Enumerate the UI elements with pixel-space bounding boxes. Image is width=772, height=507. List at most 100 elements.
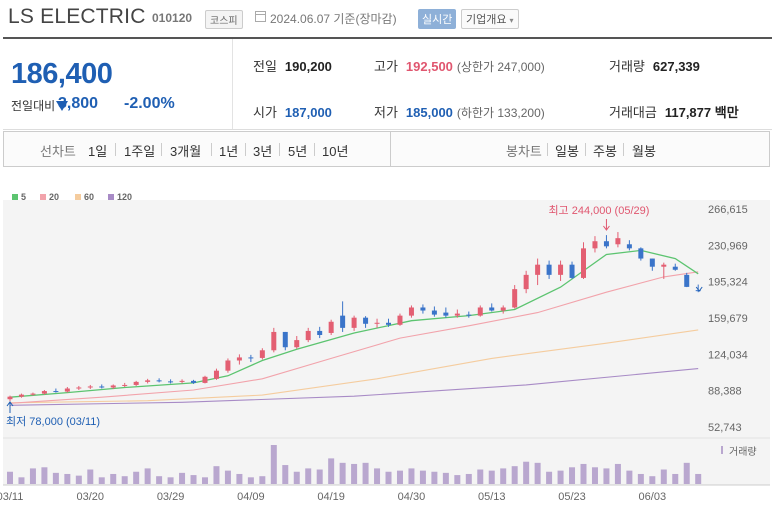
quote-panel: 186,400 전일대비 3,800 -2.00% 전일 190,200 고가 19… xyxy=(3,37,772,130)
candle xyxy=(443,312,449,316)
volume-bar xyxy=(247,477,254,484)
company-name: LS ELECTRIC xyxy=(8,5,146,28)
interval-weekly[interactable]: 주봉 xyxy=(593,144,617,159)
legend-swatch xyxy=(12,194,18,200)
turnover-value: 117,877 백만 xyxy=(664,105,739,120)
candle xyxy=(489,307,495,311)
legend-label: 60 xyxy=(84,192,95,202)
company-overview-button[interactable]: 기업개요 ▾ xyxy=(461,9,519,29)
candle xyxy=(351,317,357,328)
volume-bar xyxy=(419,470,426,484)
y-tick-label: 195,324 xyxy=(708,277,748,289)
interval-monthly[interactable]: 월봉 xyxy=(632,144,656,159)
volume-bar xyxy=(546,471,553,484)
period-3m[interactable]: 3개월 xyxy=(170,144,202,159)
candle xyxy=(500,307,506,311)
candle xyxy=(30,393,36,395)
ma60-line xyxy=(9,329,699,404)
low-label: 저가 xyxy=(374,105,398,120)
period-3y[interactable]: 3년 xyxy=(253,144,273,159)
period-1w[interactable]: 1주일 xyxy=(124,144,156,159)
turnover-stat: 거래대금 117,877 백만 xyxy=(609,102,739,121)
candle xyxy=(53,391,59,393)
candle xyxy=(191,380,197,383)
chart-toolbar: 선차트 1일 1주일 3개월 1년 3년 5년 10년 봉차트 일봉 주봉 월봉 xyxy=(3,131,770,167)
y-tick-label: 159,679 xyxy=(708,313,748,325)
volume-bar xyxy=(511,466,518,484)
legend-label: 120 xyxy=(117,192,133,202)
header-bar: LS ELECTRIC 010120 코스피 2024.06.07 기준(장마감… xyxy=(0,0,772,36)
candle xyxy=(64,388,70,392)
volume-value: 627,339 xyxy=(652,59,700,74)
volume-bar xyxy=(660,469,667,484)
candle xyxy=(512,289,518,308)
volume-bar xyxy=(259,476,266,484)
candle xyxy=(649,258,655,267)
volume-bar xyxy=(201,477,208,484)
divider xyxy=(115,143,116,156)
divider xyxy=(232,39,233,129)
candle xyxy=(363,317,369,324)
down-triangle-icon xyxy=(56,101,69,111)
volume-bar xyxy=(591,467,598,484)
divider xyxy=(547,143,548,156)
period-1d[interactable]: 1일 xyxy=(88,144,108,159)
divider xyxy=(161,143,162,156)
divider xyxy=(245,143,246,156)
volume-bar xyxy=(488,470,495,484)
candle xyxy=(122,384,128,386)
open-value: 187,000 xyxy=(284,105,332,120)
volume-bar xyxy=(683,462,690,484)
volume-bar xyxy=(557,470,564,484)
candle-chart-tab[interactable]: 봉차트 xyxy=(506,144,542,159)
candle xyxy=(661,264,667,267)
plot-background xyxy=(3,200,770,438)
x-tick-label: 05/23 xyxy=(558,491,586,503)
volume-bar xyxy=(293,471,300,484)
volume-bar xyxy=(465,473,472,484)
candle xyxy=(592,241,598,249)
candle xyxy=(282,331,288,348)
ma20-line xyxy=(9,271,699,404)
realtime-button[interactable]: 실시간 xyxy=(418,9,457,29)
candle xyxy=(386,322,392,325)
period-10y[interactable]: 10년 xyxy=(322,144,349,159)
volume-bar xyxy=(224,470,231,484)
volume-axis-mark xyxy=(721,446,723,454)
stock-code: 010120 xyxy=(152,11,193,25)
candle xyxy=(271,331,277,351)
candle xyxy=(213,370,219,379)
low-value: 185,000 xyxy=(405,105,453,120)
x-tick-label: 03/29 xyxy=(157,491,185,503)
candle xyxy=(99,386,105,388)
volume-bar xyxy=(110,473,117,484)
volume-bar xyxy=(477,469,484,484)
volume-bar xyxy=(190,475,197,484)
candle xyxy=(420,307,426,311)
last-price-arrow xyxy=(695,286,703,292)
legend-swatch xyxy=(40,194,46,200)
candle xyxy=(546,264,552,275)
volume-bar xyxy=(672,473,679,484)
x-tick-label: 06/03 xyxy=(639,491,667,503)
prev-close-label: 전일 xyxy=(253,59,277,74)
volume-bar xyxy=(523,461,530,484)
volume-bar xyxy=(569,467,576,484)
x-tick-label: 03/11 xyxy=(0,491,23,503)
lower-limit: (하한가 133,200) xyxy=(456,106,545,120)
period-1y[interactable]: 1년 xyxy=(219,144,239,159)
volume-bar xyxy=(75,475,82,484)
line-chart-tab[interactable]: 선차트 xyxy=(40,144,76,159)
interval-daily[interactable]: 일봉 xyxy=(555,144,579,159)
volume-bar xyxy=(695,473,702,484)
max-annotation: 최고 244,000 (05/29) xyxy=(548,204,649,217)
candle xyxy=(76,387,82,389)
candle xyxy=(466,314,472,316)
divider xyxy=(314,143,315,156)
high-label: 고가 xyxy=(374,59,398,74)
x-tick-label: 05/13 xyxy=(478,491,506,503)
volume-bar xyxy=(328,458,335,484)
period-5y[interactable]: 5년 xyxy=(288,144,308,159)
candle xyxy=(408,307,414,316)
high-price: 고가 192,500 (상한가 247,000) xyxy=(374,56,545,75)
